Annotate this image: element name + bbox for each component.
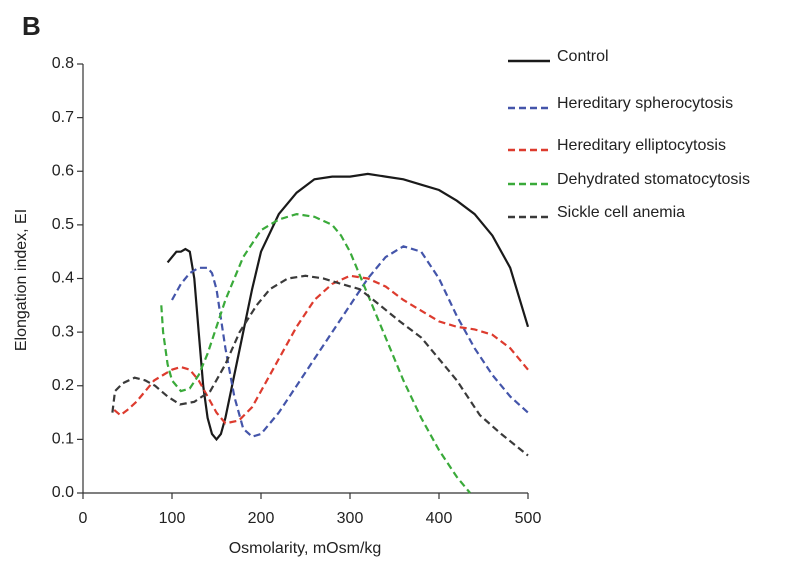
legend-label: Control — [557, 48, 609, 65]
legend-label: Sickle cell anemia — [557, 204, 685, 221]
y-tick-label: 0.3 — [52, 323, 74, 340]
x-tick-label: 500 — [515, 510, 542, 527]
y-tick-label: 0.8 — [52, 55, 74, 72]
x-axis-label: Osmolarity, mOsm/kg — [229, 540, 382, 557]
y-tick-label: 0.5 — [52, 216, 74, 233]
legend-label: Dehydrated stomatocytosis — [557, 171, 750, 188]
y-tick-label: 0.4 — [52, 270, 74, 287]
y-tick-label: 0.0 — [52, 484, 74, 501]
series-line — [160, 212, 471, 494]
y-tick-label: 0.2 — [52, 377, 74, 394]
x-tick-label: 0 — [79, 510, 88, 527]
y-tick-label: 0.7 — [52, 109, 74, 126]
series-line — [111, 274, 529, 457]
series-line — [113, 274, 529, 425]
x-tick-label: 400 — [426, 510, 453, 527]
x-tick-label: 300 — [337, 510, 364, 527]
panel-label: B — [22, 11, 41, 41]
x-tick-label: 200 — [248, 510, 275, 527]
legend-label: Hereditary spherocytosis — [557, 95, 733, 112]
series-line — [171, 245, 529, 438]
legend-label: Hereditary elliptocytosis — [557, 137, 726, 154]
y-axis-label: Elongation index, EI — [13, 209, 30, 351]
y-tick-label: 0.6 — [52, 162, 74, 179]
series-line — [166, 172, 530, 442]
x-tick-label: 100 — [159, 510, 186, 527]
y-tick-label: 0.1 — [52, 431, 74, 448]
